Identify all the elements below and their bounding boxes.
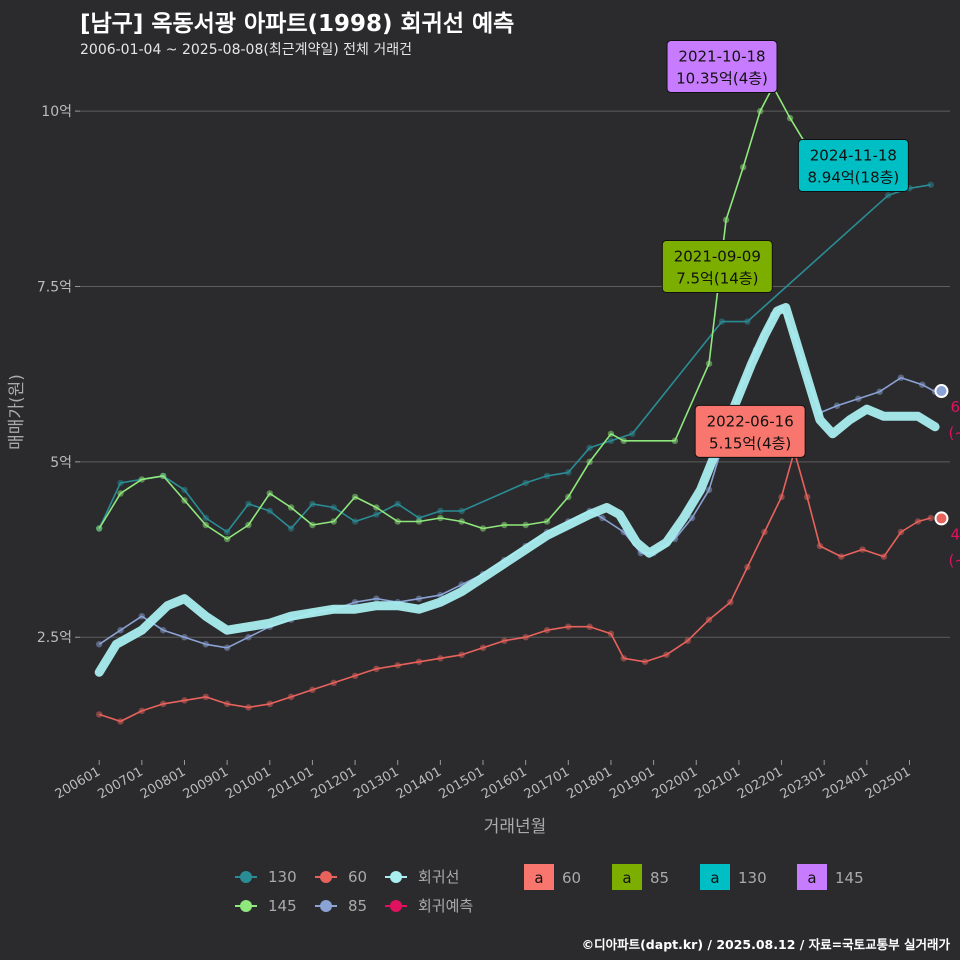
legend-key-box xyxy=(700,864,730,890)
x-tick-label: 201301 xyxy=(351,764,401,802)
annotation-date-145: 2021-10-18 xyxy=(678,48,765,66)
legend-key-glyph: a xyxy=(534,869,543,887)
x-tick-label: 201801 xyxy=(564,764,614,802)
regression-line xyxy=(94,303,940,677)
legend-label: 145 xyxy=(835,869,864,887)
trade-point-60 xyxy=(95,711,103,718)
annotation-date-60: 2022-06-16 xyxy=(707,412,794,430)
x-tick-label: 201201 xyxy=(309,764,359,802)
series-layer xyxy=(94,83,940,725)
legend-label: 60 xyxy=(348,868,367,886)
x-tick-label: 202401 xyxy=(820,764,870,802)
annotation-price-60: 5.15억(4층) xyxy=(709,434,791,452)
annotation-box-85 xyxy=(661,239,773,293)
legend-key-box xyxy=(797,864,827,890)
legend-key-dot xyxy=(390,871,402,883)
x-tick-label: 202001 xyxy=(650,764,700,802)
legend-label: 130 xyxy=(738,869,767,887)
annotation-box-60 xyxy=(694,404,806,458)
y-tick-label: 2.5억 xyxy=(37,630,72,646)
legend-label: 60 xyxy=(562,869,581,887)
legend-key-dot xyxy=(320,900,332,912)
x-tick-label: 200601 xyxy=(53,764,103,802)
prediction-value-85: 60,093 xyxy=(950,398,960,416)
x-tick-label: 201401 xyxy=(394,764,444,802)
annotation-price-130: 8.94억(18층) xyxy=(807,168,899,186)
grid-layer xyxy=(80,110,950,638)
chart-title: [남구] 옥동서광 아파트(1998) 회귀선 예측 xyxy=(80,11,515,37)
annotation-price-145: 10.35억(4층) xyxy=(676,70,768,88)
legend-key-box xyxy=(524,864,554,890)
annotation-date-85: 2021-09-09 xyxy=(674,247,761,265)
y-tick-label: 10억 xyxy=(41,104,72,120)
y-axis-label: 매매가(원) xyxy=(7,374,27,450)
annotation-date-130: 2024-11-18 xyxy=(810,146,897,164)
legend: 130 60 회귀선 145 85 회귀예측 a 60 a 85 a 130 a 145 xyxy=(235,864,864,915)
legend-key-dot xyxy=(240,871,252,883)
y-tick-label: 7.5억 xyxy=(37,279,72,295)
series-line-130 xyxy=(98,184,931,533)
source-caption: ©디아파트(dapt.kr) / 2025.08.12 / 자료=국토교통부 실… xyxy=(581,937,950,952)
annotation-box-130 xyxy=(797,138,909,192)
legend-key-box xyxy=(612,864,642,890)
prediction-area-85: (~85㎡) xyxy=(948,424,960,442)
x-tick-label: 202101 xyxy=(692,764,742,802)
x-tick-label: 201501 xyxy=(437,764,487,802)
x-tick-label: 202501 xyxy=(863,764,913,802)
prediction-layer: 41,938 (~60㎡) 60,093 (~85㎡) xyxy=(934,384,960,569)
x-tick-label: 201101 xyxy=(266,764,316,802)
y-axis: 2.5억 5억 7.5억 10억 xyxy=(37,104,80,646)
x-axis-label: 거래년월 xyxy=(484,817,547,837)
legend-label: 85 xyxy=(650,869,669,887)
trade-point-130 xyxy=(927,181,935,188)
legend-label: 회귀예측 xyxy=(418,897,473,915)
trade-point-60 xyxy=(927,514,935,522)
prediction-point-85 xyxy=(934,384,949,399)
series-line-85 xyxy=(98,306,936,649)
x-tick-label: 201601 xyxy=(479,764,529,802)
series-line-60 xyxy=(98,450,932,723)
prediction-area-60: (~60㎡) xyxy=(948,551,960,569)
chart-subtitle: 2006-01-04 ~ 2025-08-08(최근계약일) 전체 거래건 xyxy=(80,42,412,58)
legend-key-dot xyxy=(240,900,252,912)
prediction-value-60: 41,938 xyxy=(950,525,960,543)
legend-key-dot xyxy=(390,900,402,912)
x-tick-label: 201901 xyxy=(607,764,657,802)
legend-label: 회귀선 xyxy=(418,868,459,886)
x-tick-label: 202301 xyxy=(778,764,828,802)
legend-key-dot xyxy=(320,871,332,883)
legend-key-glyph: a xyxy=(710,869,719,887)
legend-key-glyph: a xyxy=(622,869,631,887)
x-tick-label: 200901 xyxy=(181,764,231,802)
prediction-point-60 xyxy=(934,511,949,526)
annotation-price-85: 7.5억(14층) xyxy=(676,269,758,287)
legend-label: 130 xyxy=(268,868,297,886)
x-tick-label: 200801 xyxy=(138,764,188,802)
annotation-box-145 xyxy=(666,40,778,94)
x-tick-label: 201701 xyxy=(522,764,572,802)
legend-label: 85 xyxy=(348,897,367,915)
x-axis: 2006012007012008012009012010012011012012… xyxy=(53,760,913,802)
legend-key-glyph: a xyxy=(807,869,816,887)
x-tick-label: 202201 xyxy=(735,764,785,802)
annotation-layer: 2021-10-18 10.35억(4층) 2024-11-18 8.94억(18층)… xyxy=(661,40,909,458)
x-tick-label: 201001 xyxy=(223,764,273,802)
x-tick-label: 200701 xyxy=(95,764,145,802)
y-tick-label: 5억 xyxy=(50,455,72,471)
legend-label: 145 xyxy=(268,897,297,915)
series-line-145 xyxy=(98,85,808,540)
